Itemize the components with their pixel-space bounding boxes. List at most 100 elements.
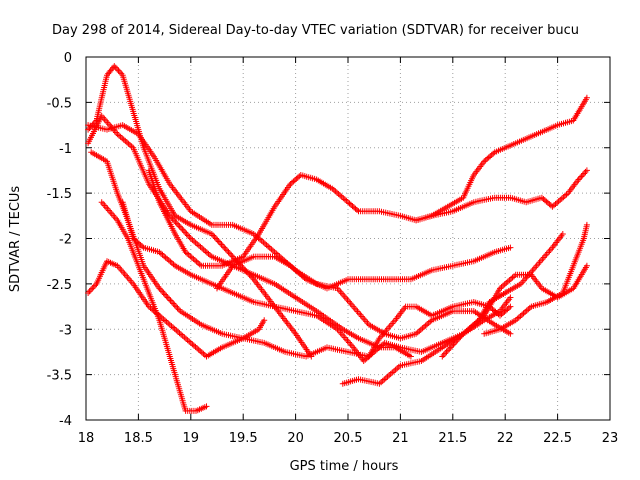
data-point-marker (114, 66, 121, 73)
x-tick-label: 19.5 (229, 431, 258, 446)
data-point-marker (225, 249, 232, 256)
data-point-marker (195, 346, 202, 353)
y-axis-label: SDTVAR / TECUs (8, 186, 23, 293)
series-sat-h (145, 94, 590, 269)
series-sat-m (481, 221, 590, 337)
data-point-marker (439, 353, 446, 360)
data-point-marker (579, 172, 586, 178)
data-point-marker (185, 232, 191, 239)
x-tick-label: 18 (78, 431, 95, 446)
series-sat-d (85, 258, 268, 360)
data-point-marker (217, 240, 224, 246)
data-point-marker (89, 285, 96, 292)
data-point-marker (507, 303, 514, 310)
y-tick-label: 0 (64, 51, 72, 66)
data-point-marker (173, 303, 180, 310)
y-tick-label: -2.5 (47, 278, 72, 293)
data-point-marker (503, 280, 510, 286)
data-point-marker (162, 254, 169, 261)
x-tick-label: 20.5 (334, 431, 363, 446)
data-point-marker (261, 317, 268, 324)
data-point-marker (167, 258, 174, 265)
data-point-marker (583, 262, 590, 269)
x-tick-label: 18.5 (124, 431, 153, 446)
y-tick-label: -0.5 (47, 96, 72, 111)
data-point-marker (226, 250, 233, 257)
series-sat-l (439, 231, 566, 360)
data-point-marker (189, 341, 196, 348)
x-tick-label: 21 (392, 431, 409, 446)
data-point-marker (173, 220, 180, 227)
data-point-marker (416, 328, 423, 335)
data-point-marker (224, 247, 231, 254)
series-sat-e (98, 199, 210, 414)
x-tick-label: 19 (183, 431, 200, 446)
y-tick-label: -1 (59, 142, 72, 157)
series-sat-j (339, 262, 590, 387)
data-point-marker (175, 221, 182, 228)
data-point-marker (578, 173, 585, 180)
data-point-marker (215, 238, 222, 245)
axis-ticks: 18 18.5 19 19.5 20 20.5 21 21.5 22 22.5 23 0 -0.5 -1 -… (47, 51, 619, 446)
y-tick-label: -4 (59, 414, 72, 429)
data-point-marker (161, 291, 168, 298)
data-point-marker (163, 293, 170, 299)
x-tick-label: 22.5 (543, 431, 572, 446)
data-point-marker (115, 67, 122, 74)
x-tick-label: 21.5 (438, 431, 467, 446)
data-point-marker (443, 348, 450, 355)
data-point-marker (195, 260, 202, 266)
series-sat-a (85, 63, 315, 360)
data-point-marker (407, 353, 414, 360)
data-point-marker (507, 294, 514, 301)
series-sat-g (119, 199, 514, 364)
data-point-marker (168, 299, 175, 305)
data-point-marker (176, 223, 183, 230)
data-point-marker (172, 218, 179, 225)
y-tick-label: -1.5 (47, 187, 72, 202)
data-point-marker (87, 286, 94, 293)
data-point-marker (583, 167, 590, 174)
data-point-marker (186, 234, 193, 240)
data-point-marker (203, 403, 210, 410)
x-axis-label: GPS time / hours (290, 459, 399, 474)
data-point-marker (444, 347, 451, 354)
series-sat-k (413, 167, 590, 224)
data-point-marker (214, 237, 221, 243)
series-sat-i (214, 244, 514, 292)
data-point-marker (134, 239, 141, 246)
data-point-marker (222, 246, 229, 253)
data-point-marker (187, 235, 194, 242)
data-point-marker (221, 244, 228, 251)
data-point-marker (583, 221, 590, 228)
y-tick-label: -2 (59, 233, 72, 248)
y-tick-label: -3.5 (47, 369, 72, 384)
data-point-marker (178, 224, 184, 231)
chart-title: Day 298 of 2014, Sidereal Day-to-day VTE… (52, 23, 579, 38)
data-point-marker (188, 254, 195, 261)
data-point-marker (583, 94, 590, 101)
y-tick-label: -3 (59, 323, 72, 338)
data-point-marker (291, 177, 298, 184)
data-points (85, 63, 590, 414)
x-tick-label: 23 (602, 431, 619, 446)
data-point-marker (179, 226, 186, 233)
data-point-marker (559, 231, 566, 237)
data-point-marker (211, 234, 218, 240)
data-point-marker (166, 296, 173, 302)
data-point-marker (167, 297, 174, 304)
data-point-marker (116, 69, 123, 76)
data-point-marker (180, 227, 187, 234)
data-point-marker (164, 294, 171, 301)
data-point-marker (577, 175, 583, 181)
data-point-marker (507, 244, 514, 251)
data-point-marker (213, 235, 219, 242)
data-point-marker (507, 330, 514, 337)
x-tick-label: 20 (287, 431, 304, 446)
grid (86, 57, 610, 420)
data-point-marker (174, 305, 181, 312)
data-point-marker (90, 283, 97, 290)
x-tick-label: 22 (497, 431, 514, 446)
data-point-marker (228, 252, 235, 259)
